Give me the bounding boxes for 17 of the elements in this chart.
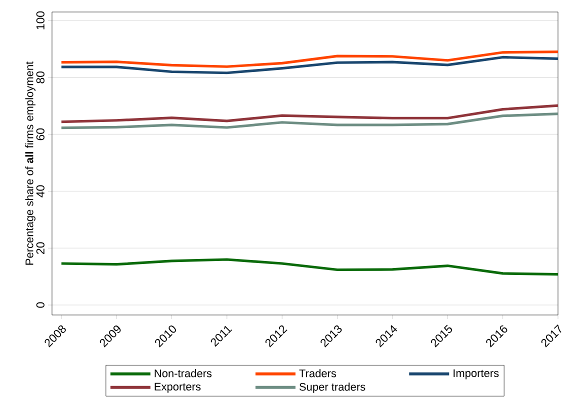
legend-label: Exporters [154, 382, 201, 393]
legend-label: Importers [454, 369, 499, 380]
line-series [60, 112, 560, 130]
line-series [60, 50, 560, 68]
legend-label: Super traders [299, 382, 366, 393]
y-tick-label: 60 [36, 128, 44, 140]
y-tick-label: 0 [36, 302, 44, 308]
y-axis-title: Percentage share of all firms employment [25, 61, 36, 265]
legend-label: Traders [299, 369, 336, 378]
line-series [60, 104, 560, 124]
y-tick-label: 40 [36, 185, 44, 198]
y-tick-label: 20 [36, 242, 44, 254]
y-tick-label: 80 [36, 71, 44, 84]
y-tick-label: 100 [36, 11, 44, 30]
line-series [60, 258, 560, 276]
line-series [60, 56, 560, 74]
legend-label: Non-traders [154, 369, 212, 378]
